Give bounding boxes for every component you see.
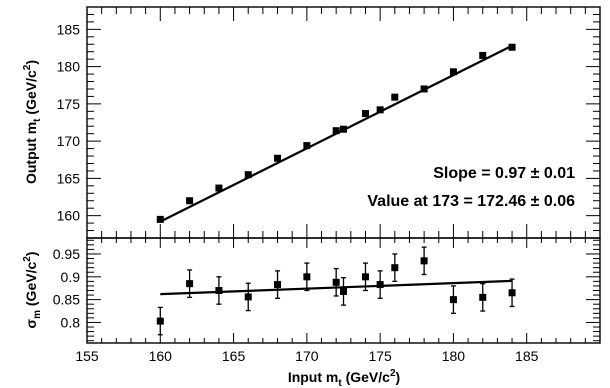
bottom-data-point: [391, 253, 399, 283]
x-tick-label: 155: [75, 348, 99, 364]
top-y-axis-label: Output mt (GeV/c2): [22, 60, 43, 184]
top-data-point: [391, 93, 399, 101]
x-tick-label: 185: [515, 348, 539, 364]
top-data-point: [156, 215, 164, 223]
bottom-marker: [376, 281, 384, 289]
x-tick-label: 160: [149, 348, 173, 364]
top-y-tick-label: 170: [57, 133, 81, 149]
bottom-marker: [332, 278, 340, 286]
top-y-tick-label: 185: [57, 21, 81, 37]
top-data-point: [376, 106, 384, 114]
top-y-tick-label: 175: [57, 96, 81, 112]
bottom-data-point: [156, 306, 164, 336]
x-tick-label: 175: [368, 348, 392, 364]
bottom-y-tick-label: 0.9: [61, 269, 81, 285]
top-data-point: [244, 171, 252, 179]
bottom-data-point: [244, 282, 252, 312]
bottom-marker: [156, 317, 164, 325]
bottom-y-tick-label: 0.85: [53, 292, 80, 308]
bottom-marker: [274, 281, 282, 289]
x-tick-label: 165: [222, 348, 246, 364]
bottom-marker: [361, 273, 369, 281]
bottom-marker: [186, 280, 194, 288]
top-data-point: [508, 43, 516, 51]
bottom-data-point: [420, 246, 428, 276]
bottom-marker: [391, 264, 399, 272]
bottom-marker: [508, 289, 516, 297]
top-data-point: [215, 184, 223, 192]
bottom-data-point: [449, 285, 457, 314]
top-y-axis: 160 165 170 175 180 185: [57, 13, 600, 232]
top-data-point: [186, 197, 194, 205]
top-panel: 160 165 170 175 180 185 Slope = 0.97 ± 0.01 V…: [22, 6, 601, 239]
top-data-point: [479, 51, 487, 59]
bottom-y-axis: 0.8 0.85 0.9 0.95: [53, 239, 600, 342]
top-data-point: [449, 68, 457, 76]
top-data-point: [303, 142, 311, 150]
bottom-data-point: [215, 276, 223, 305]
bottom-marker: [449, 296, 457, 304]
bottom-marker: [479, 293, 487, 301]
top-data-point: [340, 125, 347, 133]
top-data-point: [420, 85, 428, 93]
bottom-data-point: [376, 270, 384, 299]
x-axis-label: Input mt (GeV/c2): [288, 368, 400, 388]
top-data-point: [332, 127, 340, 135]
top-data-point: [274, 154, 282, 162]
bottom-data-point: [303, 262, 311, 292]
top-y-tick-label: 160: [57, 208, 81, 224]
bottom-data-point: [340, 277, 347, 306]
bottom-marker: [340, 287, 347, 295]
bottom-data-point: [186, 269, 194, 298]
slope-annotation: Slope = 0.97 ± 0.01: [433, 165, 575, 182]
x-tick-label: 180: [442, 348, 466, 364]
x-tick-label: 170: [295, 348, 319, 364]
bottom-y-tick-label: 0.95: [53, 246, 80, 262]
bottom-marker: [303, 273, 311, 281]
bottom-x-axis: 155 160 165 170 175 180 185: [75, 238, 601, 364]
bottom-data-point: [274, 270, 282, 299]
top-y-tick-label: 180: [57, 59, 81, 75]
bottom-marker: [215, 287, 223, 294]
bottom-data-point: [361, 262, 369, 292]
bottom-data-point: [479, 283, 487, 312]
top-x-ticks: [86, 7, 601, 238]
bottom-marker: [420, 257, 428, 265]
bottom-marker: [244, 293, 252, 301]
top-data-points: [156, 43, 516, 223]
bottom-data-point: [332, 267, 340, 297]
bottom-panel: 0.8 0.85 0.9 0.95 155 160 165 170 175 180 185 σm …: [22, 237, 601, 388]
value-annotation: Value at 173 = 172.46 ± 0.06: [367, 193, 575, 210]
top-data-point: [361, 110, 369, 118]
top-y-tick-label: 165: [57, 170, 81, 186]
bottom-y-tick-label: 0.8: [61, 314, 81, 330]
bottom-y-axis-label: σm (GeV/c2): [22, 252, 43, 329]
bottom-data-points: [156, 246, 516, 336]
bottom-data-point: [508, 278, 516, 308]
